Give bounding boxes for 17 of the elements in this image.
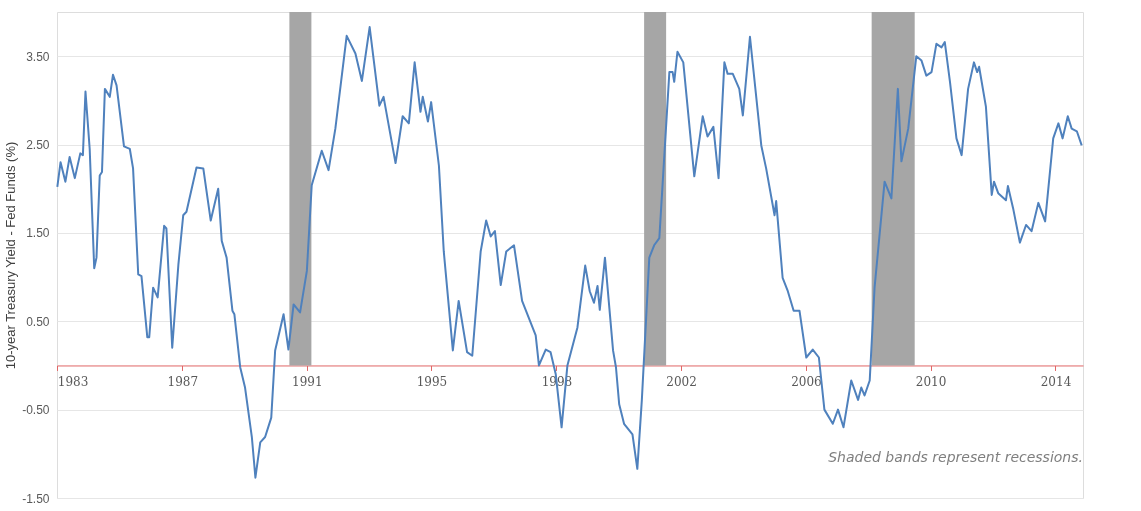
- x-tick-label: 1983: [57, 374, 89, 389]
- y-tick-label: 0.50: [26, 314, 50, 329]
- x-tick-label: 2006: [791, 374, 822, 389]
- line-series: [56, 26, 1083, 479]
- y-axis-title: 10-year Treasury Yield - Fed Funds (%): [3, 141, 19, 370]
- y-tick-label: 2.50: [26, 138, 50, 153]
- x-tick-label: 2010: [915, 374, 947, 389]
- y-tick-label: -1.50: [22, 491, 50, 506]
- annotation: Shaded bands represent recessions.: [828, 449, 1083, 465]
- y-tick-label: 1.50: [26, 226, 50, 241]
- y-tick-label: 3.50: [26, 49, 50, 64]
- x-tick-label: 1987: [167, 374, 199, 389]
- x-tick-label: 1995: [416, 374, 448, 389]
- x-tick-label: 2002: [666, 374, 697, 389]
- x-tick-label: 2014: [1040, 374, 1072, 389]
- x-tick-label: 1991: [292, 374, 323, 389]
- y-tick-label: -0.50: [22, 403, 50, 418]
